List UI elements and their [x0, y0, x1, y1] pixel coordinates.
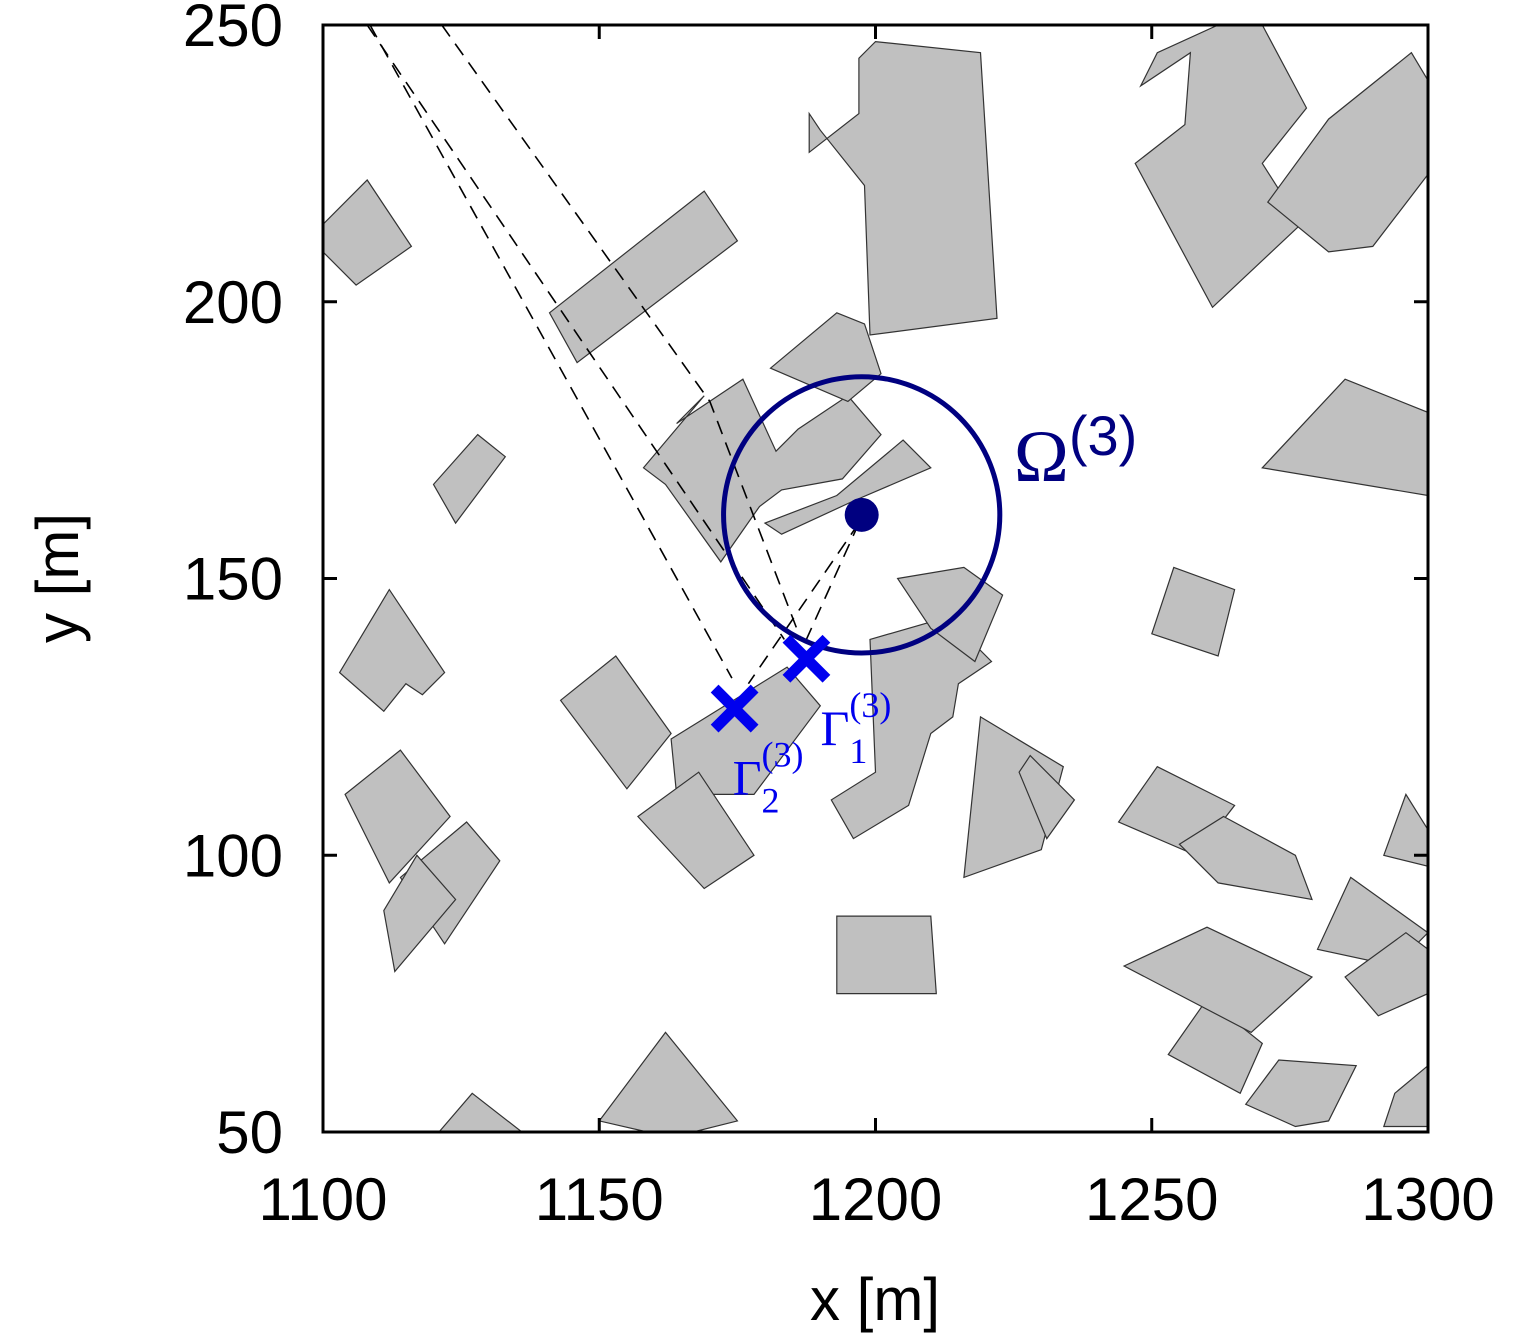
- building: [1178, 815, 1313, 901]
- building: [637, 771, 755, 890]
- y-tick-label: 250: [183, 0, 283, 59]
- building: [1122, 926, 1314, 1034]
- marker-label-base: Γ: [820, 700, 849, 756]
- marker-label: Γ1 (3): [820, 685, 891, 771]
- x-tick-label: 1200: [809, 1166, 942, 1233]
- ray-path: [369, 25, 733, 679]
- building: [548, 190, 739, 364]
- y-tick-label: 200: [183, 269, 283, 336]
- x-tick-label: 1250: [1085, 1166, 1218, 1233]
- building: [1344, 931, 1428, 1017]
- region-label-superscript: (3): [1069, 404, 1137, 467]
- building: [598, 1031, 739, 1132]
- marker-stroke: [782, 634, 831, 683]
- building: [1244, 1059, 1358, 1128]
- building: [338, 588, 446, 713]
- points-layer: Γ1(3)Γ2(3): [710, 634, 891, 821]
- building: [808, 40, 998, 336]
- marker-label-superscript: (3): [849, 685, 891, 725]
- building: [1018, 754, 1076, 840]
- building: [383, 854, 457, 973]
- region-circle: [721, 374, 1003, 656]
- building: [1134, 25, 1308, 309]
- ray-path: [441, 25, 802, 640]
- y-tick-label: 150: [183, 546, 283, 613]
- x-axis-title: x [m]: [810, 1266, 940, 1333]
- ray-path: [805, 522, 860, 640]
- x-tick-label: 1300: [1361, 1166, 1494, 1233]
- marker-label-superscript: (3): [762, 735, 804, 775]
- building: [1382, 1064, 1428, 1128]
- marker-label-base: Γ: [733, 750, 762, 806]
- building: [1383, 793, 1428, 867]
- x-tick-label: 1100: [258, 1166, 387, 1233]
- building: [1266, 51, 1428, 253]
- building: [1261, 378, 1428, 497]
- building: [769, 312, 882, 403]
- y-tick-label: 100: [183, 822, 283, 889]
- building: [559, 655, 672, 790]
- marker-point: Γ1 (3): [782, 634, 891, 771]
- building: [670, 666, 822, 796]
- building: [1167, 998, 1264, 1095]
- building: [642, 378, 882, 563]
- buildings-layer: [323, 25, 1428, 1132]
- ticks-layer: [321, 23, 1430, 1134]
- building: [438, 1092, 523, 1132]
- y-tick-label: 50: [216, 1099, 283, 1166]
- ray-path: [366, 25, 785, 640]
- building: [1151, 566, 1236, 657]
- region-center-point: [844, 497, 879, 532]
- x-tick-label: 1150: [535, 1166, 664, 1233]
- marker-point: Γ2 (3): [710, 684, 804, 821]
- y-axis-title: y [m]: [24, 513, 91, 643]
- ray-path: [747, 522, 860, 685]
- region-label: Ω(3): [1014, 404, 1137, 498]
- building: [836, 915, 937, 995]
- marker-stroke: [710, 684, 759, 733]
- labels-layer: 1100 1150 1200 1250 1300 50 100 150 200 250: [183, 0, 1495, 1233]
- marker-label-subscript: 2: [762, 781, 780, 821]
- building: [963, 715, 1064, 879]
- building: [763, 439, 932, 535]
- marker-label: Γ2 (3): [733, 735, 804, 821]
- building: [344, 749, 451, 884]
- rays-layer: [366, 25, 860, 685]
- building: [432, 433, 507, 525]
- marker-label-subscript: 1: [849, 731, 867, 771]
- building: [323, 179, 413, 286]
